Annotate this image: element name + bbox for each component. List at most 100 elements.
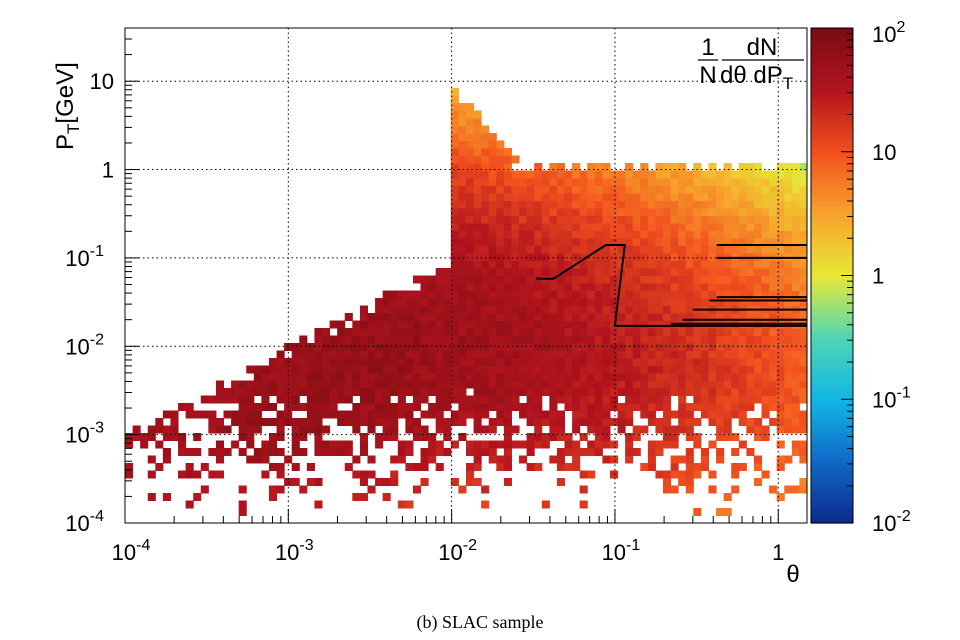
heatmap-cell [799, 328, 807, 336]
heatmap-cell [647, 185, 656, 194]
heatmap-cell [602, 388, 611, 396]
heatmap-cell [647, 260, 656, 269]
heatmap-cell [337, 373, 346, 381]
heatmap-cell [450, 290, 459, 299]
heatmap-cell [435, 463, 444, 471]
heatmap-cell [428, 283, 437, 291]
heatmap-cell [594, 238, 603, 246]
color-scale-segment [811, 498, 853, 503]
heatmap-cell [276, 380, 285, 389]
heatmap-cell [678, 185, 687, 194]
heatmap-cell [291, 380, 300, 389]
heatmap-cell [587, 260, 596, 269]
heatmap-cell [784, 178, 793, 186]
heatmap-cell [678, 178, 687, 186]
heatmap-cell [670, 305, 679, 314]
heatmap-cell [382, 380, 391, 389]
heatmap-cell [670, 455, 679, 464]
heatmap-cell [753, 335, 763, 344]
heatmap-cell [466, 253, 475, 261]
heatmap-cell [473, 343, 482, 351]
heatmap-cell [769, 223, 778, 231]
heatmap-cell [678, 275, 687, 284]
heatmap-cell [625, 260, 634, 269]
heatmap-cell [723, 335, 732, 344]
heatmap-cell [481, 305, 490, 314]
heatmap-cell [769, 365, 778, 374]
heatmap-cell [625, 208, 634, 216]
heatmap-cell [450, 305, 459, 314]
heatmap-cell [738, 388, 747, 396]
heatmap-cell [700, 185, 709, 194]
heatmap-cell [579, 208, 588, 216]
heatmap-cell [397, 455, 406, 464]
color-scale-segment [811, 135, 853, 140]
heatmap-cell [443, 433, 452, 441]
heatmap-cell [511, 275, 520, 284]
heatmap-cell [791, 365, 800, 374]
heatmap-cell [458, 388, 467, 396]
z-tick-label: 10 [872, 140, 896, 165]
heatmap-cell [731, 433, 740, 441]
plot-frame [124, 27, 808, 524]
heatmap-cell [753, 200, 763, 209]
heatmap-cell [700, 275, 709, 284]
heatmap-cell [670, 298, 679, 306]
heatmap-cell [155, 440, 164, 449]
heatmap-cell [526, 328, 535, 336]
heatmap-cell [473, 238, 482, 246]
heatmap-cell [791, 245, 800, 254]
heatmap-cell [511, 395, 520, 404]
x-tick-label: 10-4 [112, 537, 151, 565]
heatmap-cell [746, 418, 755, 426]
heatmap-cell [663, 320, 672, 329]
heatmap-cell [458, 215, 467, 224]
heatmap-cell [390, 403, 399, 411]
heatmap-cell [367, 328, 376, 336]
heatmap-cell [488, 268, 497, 276]
heatmap-cell [594, 440, 603, 449]
heatmap-cell [503, 380, 512, 389]
heatmap-cell [397, 410, 406, 419]
heatmap-cell [564, 200, 573, 209]
heatmap-cell [534, 358, 543, 366]
heatmap-cell [534, 305, 543, 314]
heatmap-cell [397, 365, 406, 374]
heatmap-cell [382, 350, 391, 359]
heatmap-cell [450, 343, 459, 351]
heatmap-cell [723, 388, 732, 396]
heatmap-cell [784, 170, 793, 179]
heatmap-cell [420, 305, 429, 314]
heatmap-cell [397, 380, 406, 389]
heatmap-cell [572, 365, 581, 374]
heatmap-cell [458, 290, 467, 299]
heatmap-cell [466, 223, 475, 231]
heatmap-cell [450, 388, 459, 396]
heatmap-cell [458, 485, 467, 494]
heatmap-cell [716, 448, 725, 456]
heatmap-cell [496, 328, 505, 336]
heatmap-cell [776, 260, 785, 269]
heatmap-cell [488, 155, 497, 164]
heatmap-cell [632, 260, 641, 269]
heatmap-cell [655, 380, 664, 389]
heatmap-cell [496, 178, 505, 186]
heatmap-cell [685, 245, 694, 254]
heatmap-cell [731, 260, 740, 269]
heatmap-cell [663, 245, 672, 254]
heatmap-cell [556, 245, 566, 254]
heatmap-cell [716, 208, 725, 216]
heatmap-cell [450, 215, 459, 224]
heatmap-cell [352, 350, 361, 359]
heatmap-cell [670, 485, 679, 494]
heatmap-cell [617, 275, 626, 284]
heatmap-cell [670, 290, 679, 299]
heatmap-cell [716, 388, 725, 396]
heatmap-cell [564, 245, 573, 254]
heatmap-cell [594, 215, 603, 224]
heatmap-cell [162, 410, 171, 419]
heatmap-cell [253, 403, 262, 411]
heatmap-cell [261, 470, 270, 479]
heatmap-cell [572, 230, 581, 239]
